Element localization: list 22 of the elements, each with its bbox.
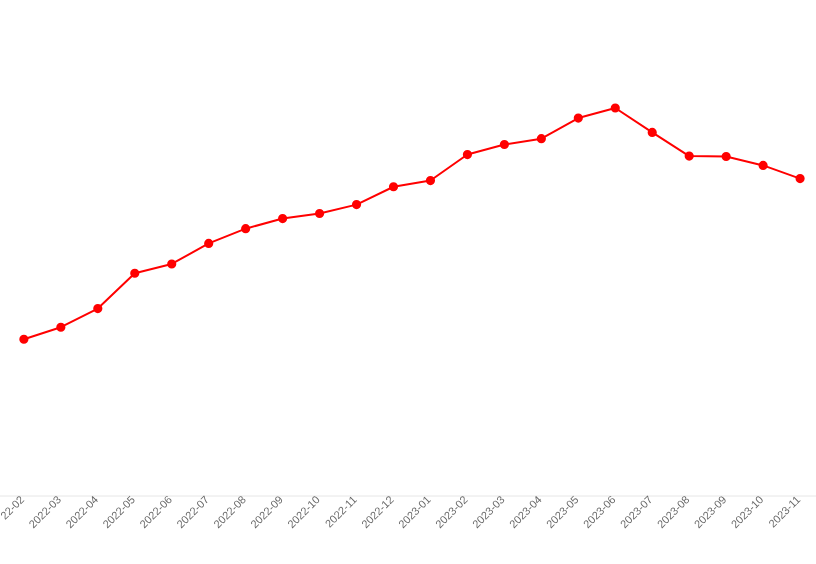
point: [758, 160, 768, 171]
point: [721, 151, 731, 162]
point: [536, 134, 546, 144]
point: [204, 238, 214, 248]
point: [56, 322, 66, 332]
point: [499, 139, 509, 150]
point: [425, 175, 436, 186]
point: [573, 113, 583, 123]
point: [314, 208, 325, 219]
point: [462, 149, 473, 160]
point: [93, 304, 103, 314]
point: [241, 224, 251, 234]
point: [610, 103, 620, 113]
point: [167, 259, 177, 269]
point: [684, 151, 694, 161]
point: [647, 127, 657, 138]
point: [351, 200, 362, 210]
point: [130, 268, 140, 278]
point: [388, 182, 399, 192]
point: [278, 213, 288, 224]
point: [19, 334, 29, 344]
point: [795, 174, 805, 184]
